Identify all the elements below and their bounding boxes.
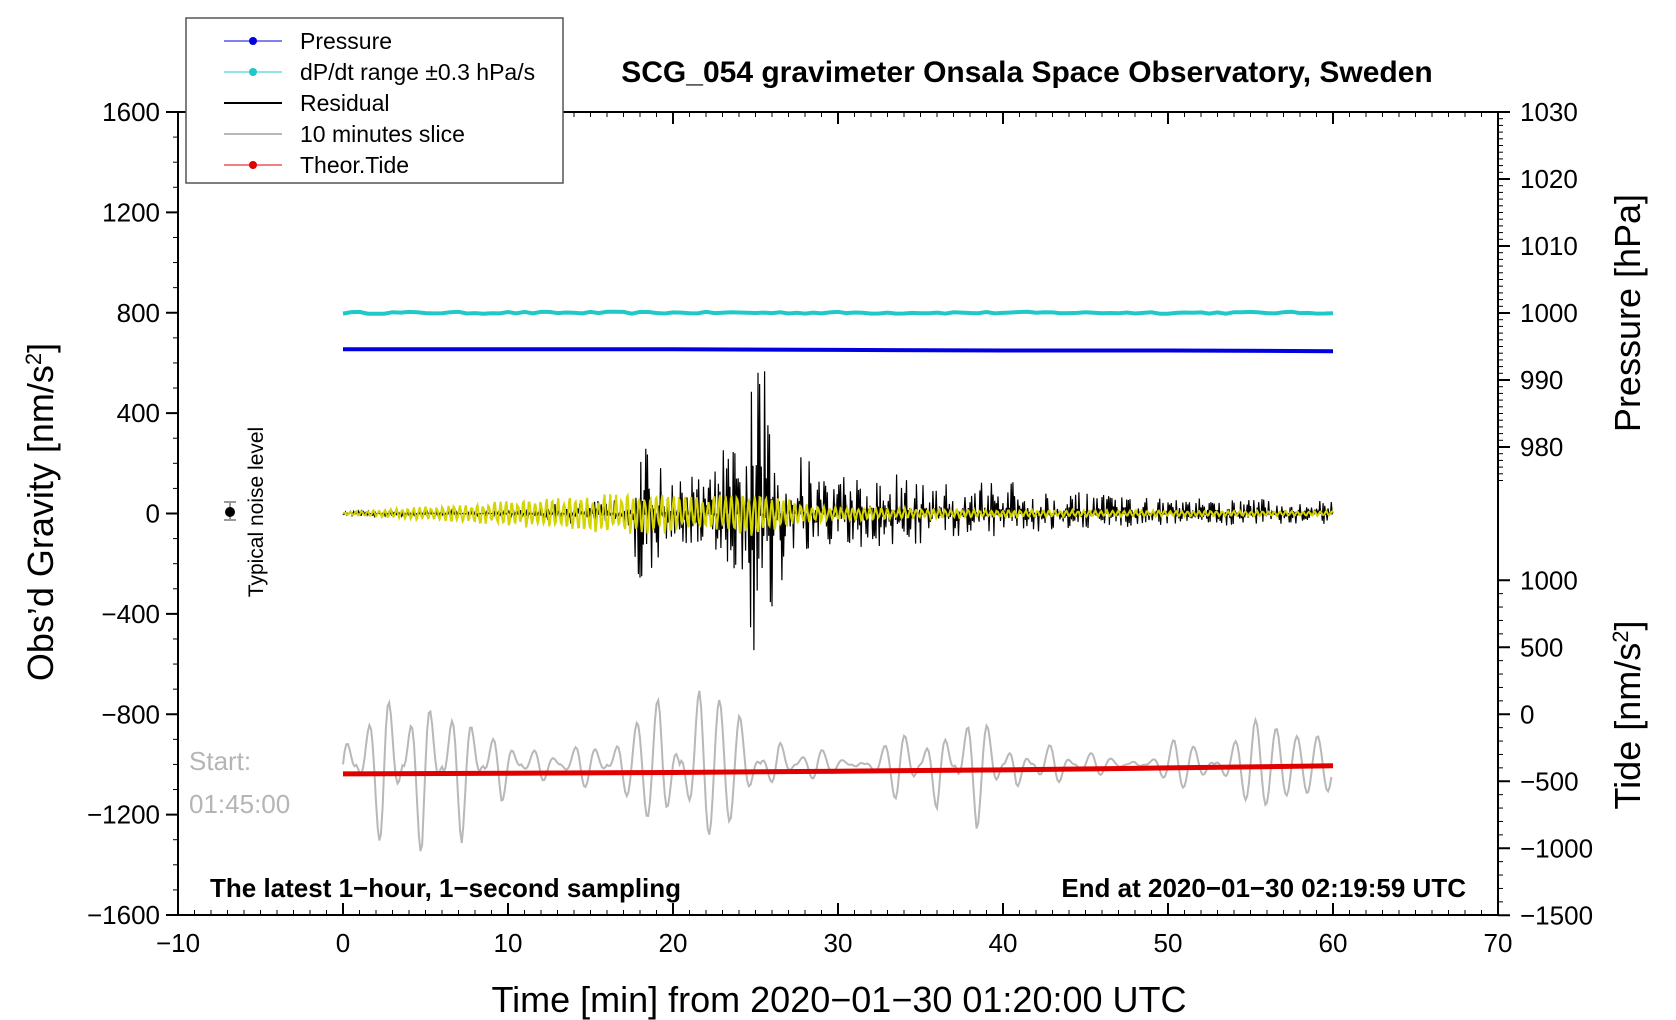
x-axis: −10 0 10 20 30 40 50 60 70 (156, 112, 1513, 958)
y-axis-pressure: 1030 1020 1010 1000 990 980 (1497, 97, 1578, 915)
y-tick-label: −400 (101, 599, 160, 629)
series-layer (342, 309, 1334, 852)
noise-level-marker (224, 501, 236, 521)
series-theor-tide (342, 763, 1334, 777)
start-time: 01:45:00 (189, 789, 290, 819)
y-axis-title-gravity-close: ] (20, 343, 61, 353)
y-axis-title-pressure: Pressure [hPa] (1607, 194, 1648, 432)
pressure-tick-label: 1000 (1520, 298, 1578, 328)
x-tick-label: 70 (1484, 928, 1513, 958)
tide-tick-label: −1500 (1520, 900, 1593, 930)
y-axis-title-gravity: Obs’d Gravity [nm/s2] (20, 343, 61, 681)
x-tick-label: −10 (156, 928, 200, 958)
y-axis-tide: 1000 500 0 −500 −1000 −1500 (1498, 565, 1593, 930)
series-dpdt (342, 309, 1334, 316)
tide-tick-label: 500 (1520, 632, 1563, 662)
y-axis-title-tide-sup: 2 (1608, 631, 1633, 643)
legend-box (185, 17, 564, 184)
y-tick-label: 1600 (102, 97, 160, 127)
pressure-tick-label: 980 (1520, 432, 1563, 462)
y-tick-label: −1200 (87, 800, 160, 830)
series-10-minutes-slice (342, 690, 1333, 852)
start-label: Start: (189, 746, 251, 776)
series-filtered-residual (342, 492, 1334, 536)
series-residual (342, 371, 1334, 651)
y-axis-gravity: 1600 1200 800 400 0 −400 −800 −1200 −1600 (87, 97, 178, 930)
x-tick-label: 50 (1154, 928, 1183, 958)
y-tick-label: 0 (146, 499, 160, 529)
pressure-tick-label: 1020 (1520, 164, 1578, 194)
y-tick-label: −1600 (87, 900, 160, 930)
tide-tick-label: 0 (1520, 699, 1534, 729)
legend-label: Residual (300, 90, 390, 116)
legend-label: Pressure (300, 28, 392, 54)
y-axis-title-tide-close: ] (1607, 621, 1648, 631)
bottom-right-note: End at 2020−01−30 02:19:59 UTC (1061, 873, 1466, 903)
bottom-left-note: The latest 1−hour, 1−second sampling (210, 873, 681, 903)
x-tick-label: 40 (989, 928, 1018, 958)
y-axis-title-tide-main: Tide [nm/s (1607, 643, 1648, 810)
legend-marker (249, 37, 257, 45)
legend-label: Theor.Tide (300, 152, 409, 178)
y-axis-title-gravity-main: Obs’d Gravity [nm/s (20, 365, 61, 681)
legend-marker (249, 161, 257, 169)
tide-tick-label: 1000 (1520, 565, 1578, 595)
x-tick-label: 10 (494, 928, 523, 958)
pressure-tick-label: 1030 (1520, 97, 1578, 127)
x-tick-label: 60 (1319, 928, 1348, 958)
tide-tick-label: −500 (1520, 766, 1579, 796)
legend-marker (249, 68, 257, 76)
chart-title: SCG_054 gravimeter Onsala Space Observat… (621, 56, 1433, 89)
legend-label: 10 minutes slice (300, 121, 465, 147)
series-pressure (343, 347, 1334, 354)
y-tick-label: 1200 (102, 197, 160, 227)
noise-level-label: Typical noise level (245, 427, 268, 597)
legend-label: dP/dt range ±0.3 hPa/s (300, 59, 535, 85)
y-axis-title-gravity-sup: 2 (21, 353, 46, 365)
x-tick-label: 20 (659, 928, 688, 958)
y-axis-title-tide: Tide [nm/s2] (1607, 621, 1648, 810)
legend: Pressure dP/dt range ±0.3 hPa/s Residual 10… (185, 17, 564, 184)
y-tick-label: 400 (117, 398, 160, 428)
x-axis-title: Time [min] from 2020−01−30 01:20:00 UTC (491, 979, 1186, 1020)
x-tick-label: 30 (824, 928, 853, 958)
x-tick-label: 0 (336, 928, 350, 958)
y-tick-label: 800 (117, 298, 160, 328)
pressure-tick-label: 990 (1520, 365, 1563, 395)
y-tick-label: −800 (101, 699, 160, 729)
pressure-tick-label: 1010 (1520, 231, 1578, 261)
tide-tick-label: −1000 (1520, 833, 1593, 863)
